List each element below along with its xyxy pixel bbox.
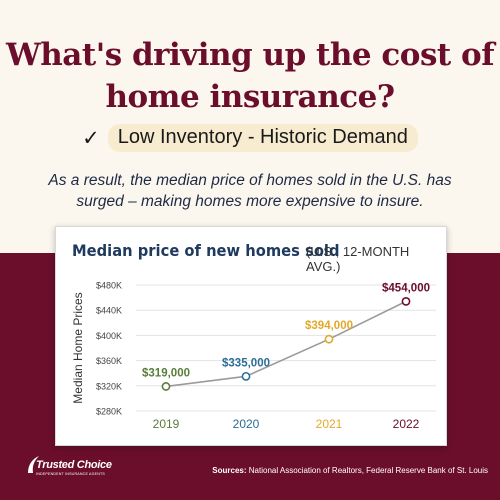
y-tick-label: $440K (96, 306, 122, 316)
data-point (161, 382, 171, 391)
intro-text: As a result, the median price of homes s… (48, 172, 452, 210)
logo-name: Trusted Choice (36, 459, 112, 471)
data-label: $335,000 (222, 357, 270, 369)
x-tick-label: 2021 (316, 417, 343, 431)
sources-line: Sources: National Association of Realtor… (212, 466, 488, 475)
data-point (324, 334, 334, 344)
chart-subtitle: (U.S., 12-MONTH AVG.) (306, 244, 410, 274)
headline: What's driving up the cost of home insur… (5, 37, 495, 115)
data-point (241, 371, 251, 381)
y-tick-label: $280K (96, 407, 122, 417)
sources-text: National Association of Realtors, Federa… (248, 466, 488, 475)
trusted-choice-logo: Trusted Choice INDEPENDENT INSURANCE AGE… (26, 453, 116, 485)
y-tick-label: $360K (96, 356, 122, 366)
logo-tagline: INDEPENDENT INSURANCE AGENTS (36, 472, 106, 476)
x-tick-label: 2020 (233, 417, 260, 431)
line-chart: $280K $320K $360K $400K $440K $480K Median Hom… (71, 281, 436, 431)
y-axis-label: Median Home Prices (71, 292, 85, 403)
subhead: ✓ Low Inventory - Historic Demand (0, 124, 500, 152)
data-label: $454,000 (382, 282, 430, 294)
chart-card: Median price of new homes sold (U.S., 12… (55, 226, 447, 446)
y-tick-label: $480K (96, 281, 122, 291)
x-tick-label: 2022 (393, 417, 420, 431)
logo-swoosh-icon (28, 456, 39, 473)
series-line (165, 300, 407, 388)
data-label: $394,000 (305, 320, 353, 332)
chart-title: Median price of new homes sold (72, 241, 340, 260)
checkmark-icon: ✓ (82, 126, 100, 150)
x-tick-label: 2019 (153, 417, 180, 431)
subhead-text: Low Inventory - Historic Demand (107, 124, 418, 152)
data-point (401, 296, 411, 306)
data-label: $319,000 (142, 367, 190, 379)
sources-label: Sources: (212, 466, 247, 475)
y-tick-label: $320K (96, 381, 122, 391)
y-tick-label: $400K (96, 331, 122, 341)
